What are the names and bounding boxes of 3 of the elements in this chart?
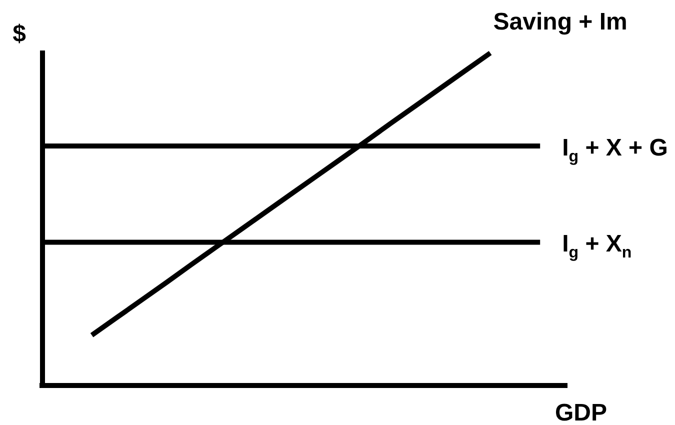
- x-axis-title: GDP: [555, 400, 608, 425]
- series-label: Saving + Im: [493, 8, 628, 36]
- y-axis-title: $: [12, 20, 27, 48]
